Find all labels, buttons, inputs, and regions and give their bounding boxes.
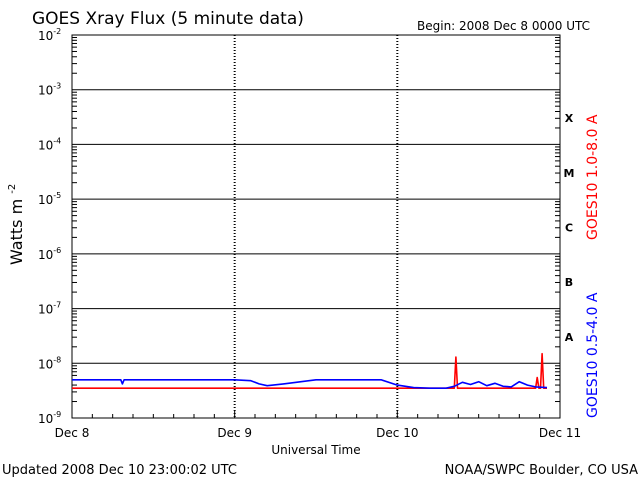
y-tick-exponent: -4 bbox=[53, 136, 61, 145]
y-axis-label: Watts m -2 bbox=[7, 184, 26, 265]
y-tick-base: 10 bbox=[38, 412, 53, 426]
y-tick-exponent: -7 bbox=[53, 301, 61, 310]
y-axis-ticks: 10-210-310-410-510-610-710-810-9 bbox=[38, 27, 560, 426]
flare-class-label: C bbox=[565, 222, 573, 235]
updated-timestamp: Updated 2008 Dec 10 23:00:02 UTC bbox=[2, 463, 237, 478]
y-tick-base: 10 bbox=[38, 357, 53, 371]
series-line bbox=[72, 378, 548, 390]
begin-time-label: Begin: 2008 Dec 8 0000 UTC bbox=[417, 19, 590, 33]
y-tick-exponent: -2 bbox=[53, 27, 61, 36]
flare-class-labels: X M C B A bbox=[564, 112, 575, 344]
legend-red-series: GOES10 1.0-8.0 A bbox=[585, 114, 601, 240]
legend-blue-series: GOES10 0.5-4.0 A bbox=[585, 292, 601, 418]
y-tick-exponent: -5 bbox=[53, 191, 61, 200]
y-tick-base: 10 bbox=[38, 29, 53, 43]
x-tick-label: Dec 10 bbox=[376, 426, 418, 440]
chart-title: GOES Xray Flux (5 minute data) bbox=[32, 9, 304, 29]
y-tick-label: 10-2 bbox=[38, 27, 61, 43]
y-tick-label: 10-3 bbox=[38, 82, 61, 98]
flare-class-label: X bbox=[565, 112, 574, 125]
y-tick-base: 10 bbox=[38, 193, 53, 207]
y-tick-base: 10 bbox=[38, 138, 53, 152]
plot-frame bbox=[71, 34, 561, 419]
grid-lines bbox=[72, 35, 560, 418]
source-credit: NOAA/SWPC Boulder, CO USA bbox=[445, 463, 638, 478]
y-tick-label: 10-6 bbox=[38, 246, 61, 262]
y-tick-base: 10 bbox=[38, 84, 53, 98]
y-tick-label: 10-9 bbox=[38, 410, 61, 426]
y-tick-exponent: -3 bbox=[53, 82, 61, 91]
y-tick-base: 10 bbox=[38, 248, 53, 262]
y-tick-label: 10-7 bbox=[38, 301, 61, 317]
y-tick-label: 10-5 bbox=[38, 191, 61, 207]
y-tick-label: 10-8 bbox=[38, 355, 61, 371]
y-tick-label: 10-4 bbox=[38, 136, 61, 152]
flare-class-label: M bbox=[564, 167, 575, 180]
y-tick-exponent: -6 bbox=[53, 246, 61, 255]
series-lines bbox=[72, 352, 548, 390]
y-tick-exponent: -9 bbox=[53, 410, 61, 419]
flare-class-label: B bbox=[565, 276, 573, 289]
y-tick-base: 10 bbox=[38, 303, 53, 317]
series-line bbox=[72, 352, 547, 390]
flare-class-label: A bbox=[565, 331, 574, 344]
x-tick-label: Dec 8 bbox=[55, 426, 90, 440]
x-axis-ticks: Dec 8 Dec 9 Dec 10 Dec 11 bbox=[55, 410, 581, 440]
y-axis-label-exponent: -2 bbox=[7, 184, 18, 194]
x-tick-label: Dec 11 bbox=[539, 426, 581, 440]
x-tick-label: Dec 9 bbox=[217, 426, 252, 440]
y-axis-label-text: Watts m bbox=[7, 199, 26, 265]
x-axis-label: Universal Time bbox=[271, 443, 360, 457]
y-tick-exponent: -8 bbox=[53, 355, 61, 364]
